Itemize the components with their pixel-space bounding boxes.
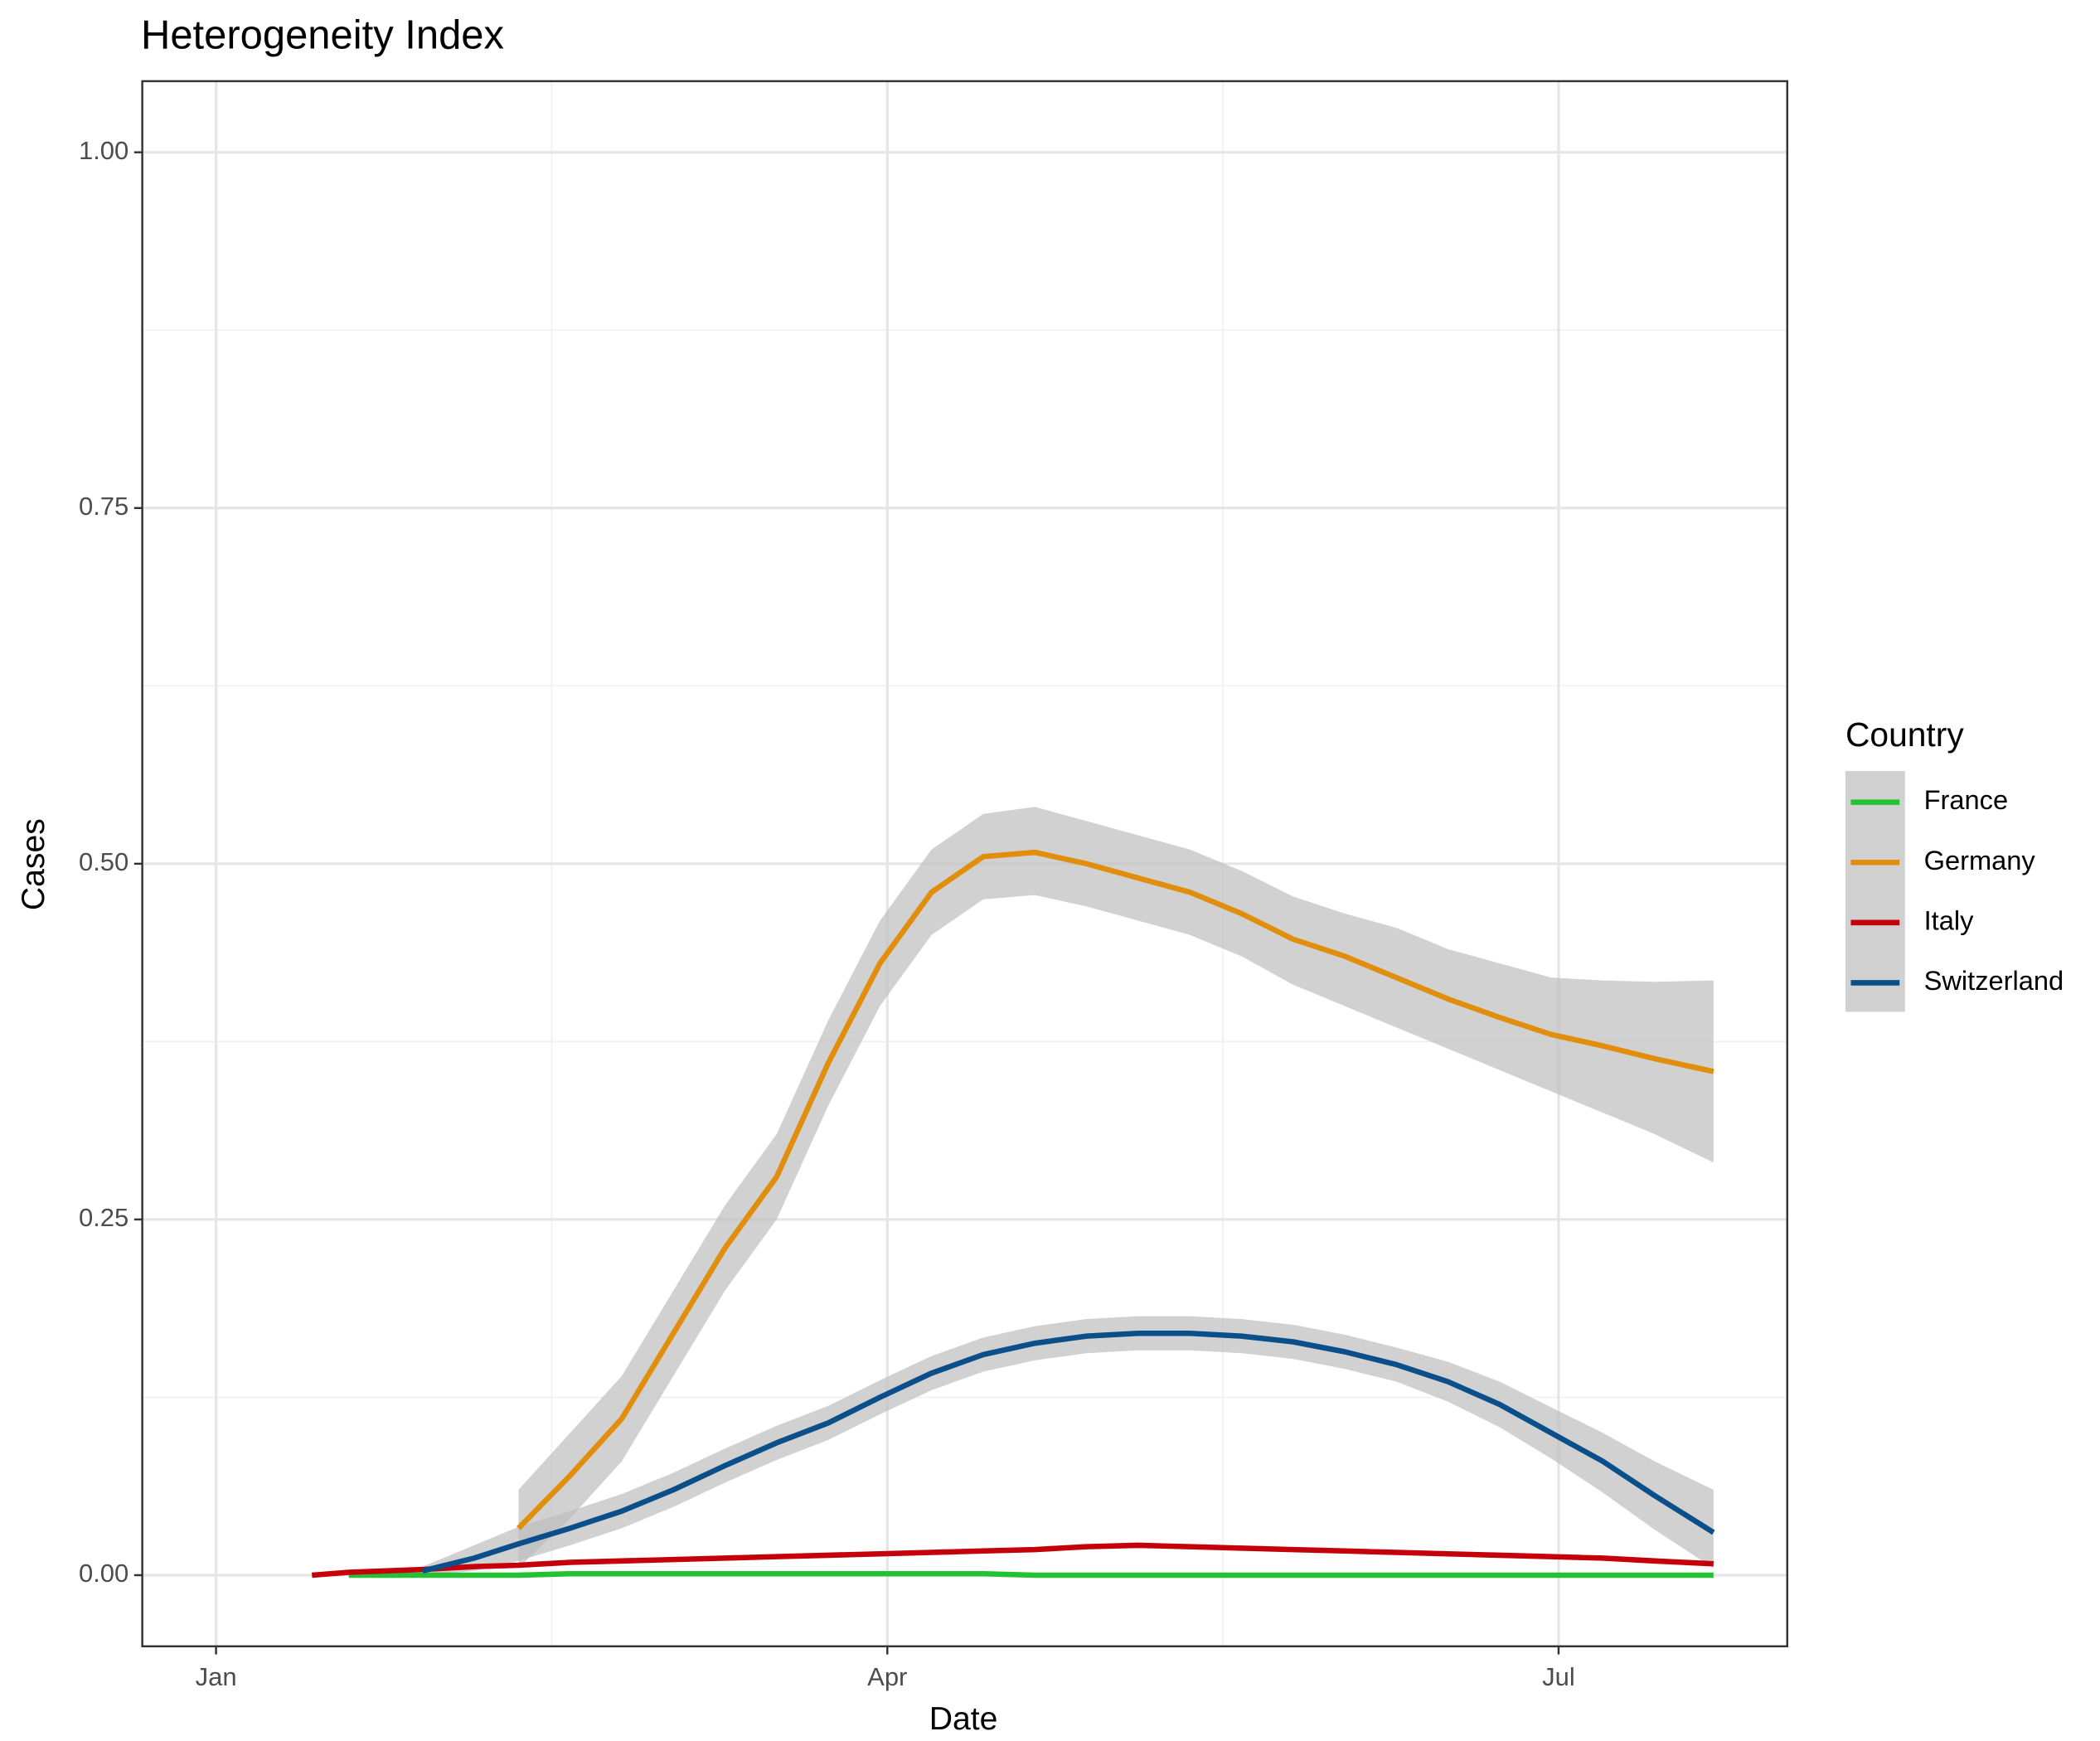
legend-title: Country — [1845, 715, 1964, 754]
confidence-band — [518, 807, 1714, 1569]
series-line — [348, 1570, 1714, 1579]
y-axis-label: Cases — [16, 818, 51, 910]
series-line — [517, 849, 1714, 1530]
series-line — [312, 1542, 1714, 1579]
legend-key-background — [1845, 771, 1905, 1012]
x-tick-label: Jul — [1542, 1662, 1575, 1691]
legend-label: Germany — [1924, 845, 2036, 875]
y-tick-label: 0.75 — [79, 492, 129, 521]
legend-label: France — [1924, 784, 2009, 815]
x-tick-label: Apr — [867, 1662, 907, 1691]
x-axis-label: Date — [929, 1701, 998, 1737]
legend-label: Switzerland — [1924, 965, 2064, 996]
y-tick-label: 0.50 — [79, 847, 129, 876]
y-tick-label: 1.00 — [79, 136, 129, 165]
x-tick-label: Jan — [196, 1662, 237, 1691]
y-tick-label: 0.25 — [79, 1203, 129, 1232]
confidence-band — [422, 1316, 1714, 1575]
legend-label: Italy — [1924, 904, 1975, 935]
chart-title: Heterogeneity Index — [141, 13, 504, 58]
series-line — [421, 1330, 1715, 1574]
plot-border — [141, 80, 1789, 1648]
y-tick-label: 0.00 — [79, 1559, 129, 1588]
